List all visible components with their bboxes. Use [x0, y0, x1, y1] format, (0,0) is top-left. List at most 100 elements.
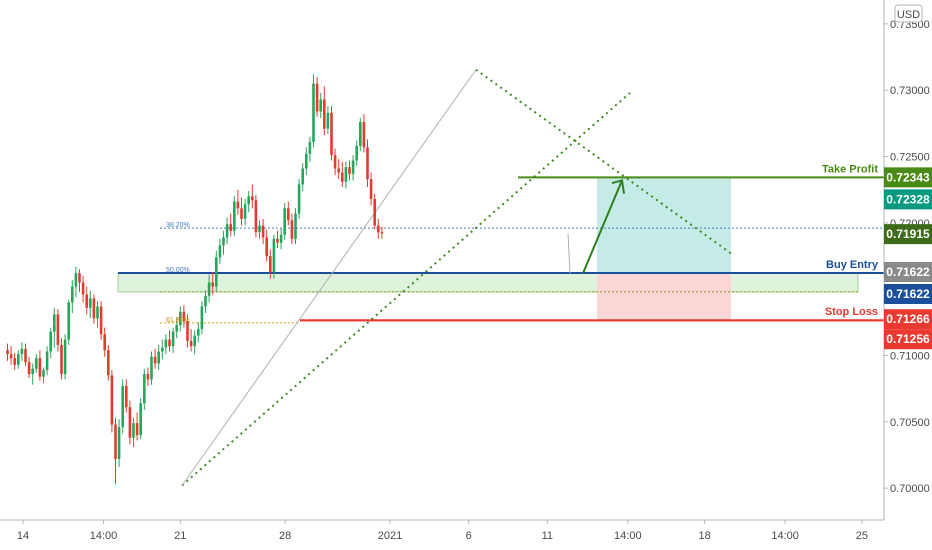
candle — [27, 356, 31, 379]
candle-body — [9, 354, 13, 359]
candle-body — [161, 347, 164, 352]
candle — [35, 354, 38, 373]
candle-body — [81, 282, 85, 295]
candle — [99, 301, 103, 340]
candle-body — [373, 198, 376, 226]
candle-body — [31, 368, 34, 375]
price-badge-value: 0.72343 — [886, 170, 930, 184]
price-badge-bg — [884, 262, 932, 282]
candle — [312, 74, 315, 148]
risk-zone — [597, 273, 731, 321]
y-tick-label: 0.72500 — [890, 152, 930, 164]
price-badge: 0.71622 — [884, 284, 932, 304]
candle — [175, 317, 178, 339]
candle — [81, 275, 85, 303]
candle-body — [229, 224, 232, 231]
candle — [207, 274, 211, 303]
candle-body — [42, 370, 45, 377]
candle — [193, 330, 196, 355]
candle — [233, 196, 236, 237]
candle — [179, 306, 182, 332]
candle-body — [290, 220, 294, 239]
candle-body — [359, 122, 362, 146]
candle-body — [197, 328, 200, 336]
candle-body — [323, 99, 326, 129]
candle — [359, 118, 362, 152]
candle-body — [179, 311, 182, 325]
candle-body — [150, 356, 153, 380]
candle-body — [45, 351, 49, 371]
candle-body — [200, 306, 204, 329]
candle-body — [333, 155, 337, 169]
candle-body — [6, 350, 9, 355]
candle-body — [153, 356, 157, 364]
candle — [355, 140, 358, 166]
candle — [38, 350, 42, 381]
x-tick-label: 6 — [466, 530, 472, 542]
falling-trendline — [475, 68, 733, 255]
candle — [222, 230, 225, 255]
candle-body — [78, 273, 81, 283]
candle-body — [189, 340, 193, 347]
x-tick-label: 14 — [17, 530, 29, 542]
price-badge-value: 0.71622 — [886, 265, 930, 279]
candle — [305, 147, 308, 176]
candle — [265, 229, 268, 262]
candle-body — [13, 358, 16, 365]
price-badge: 0.72343 — [884, 167, 932, 188]
candle-body — [71, 286, 74, 303]
candle-body — [362, 122, 366, 148]
candle — [236, 189, 240, 215]
candle — [369, 172, 373, 206]
level-label: Stop Loss — [825, 306, 878, 318]
candle-body — [186, 321, 189, 341]
candle — [337, 159, 340, 180]
candle-body — [67, 302, 70, 340]
candle — [247, 191, 250, 213]
candle — [107, 344, 110, 381]
price-badge: 0.72328 — [884, 189, 932, 210]
candle-body — [85, 294, 88, 308]
candle — [215, 250, 218, 292]
candle — [380, 226, 384, 239]
candle-body — [182, 311, 186, 322]
price-badge-value: 0.71915 — [886, 227, 930, 241]
candle-body — [269, 256, 272, 272]
candle-body — [117, 427, 121, 459]
candle-body — [63, 339, 67, 375]
price-badge-value: 0.72328 — [886, 192, 930, 206]
candle-body — [35, 358, 38, 369]
candle — [344, 161, 348, 189]
candle — [362, 114, 366, 153]
candle — [301, 163, 304, 192]
candle-body — [164, 339, 168, 348]
candle-body — [276, 238, 279, 243]
candle — [229, 213, 232, 237]
candle-body — [308, 141, 312, 154]
level-label: Buy Entry — [826, 259, 879, 271]
candle — [297, 179, 301, 219]
candle-body — [207, 282, 211, 296]
projection-arrow-head — [611, 179, 625, 194]
x-axis: 14 14:00 21 28 2021 6 11 14:00 18 14:00 25 — [17, 520, 868, 542]
candle — [132, 417, 135, 448]
candle-body — [240, 208, 243, 219]
candle-body — [125, 386, 128, 408]
candle-body — [380, 232, 384, 234]
candle-body — [283, 208, 286, 235]
fib-label: 61.80% — [166, 317, 190, 324]
candle — [24, 343, 27, 367]
candle — [161, 339, 164, 360]
candle-body — [135, 423, 139, 436]
price-badge: 0.71622 — [884, 262, 932, 282]
candle-body — [211, 282, 214, 287]
price-badge: 0.71915 — [884, 224, 932, 245]
candle — [197, 322, 200, 343]
candle — [290, 213, 294, 245]
candle-body — [366, 147, 369, 180]
candle-body — [49, 331, 52, 352]
chart-background — [0, 0, 884, 520]
candle-body — [341, 172, 344, 182]
x-tick-label: 28 — [279, 530, 291, 542]
